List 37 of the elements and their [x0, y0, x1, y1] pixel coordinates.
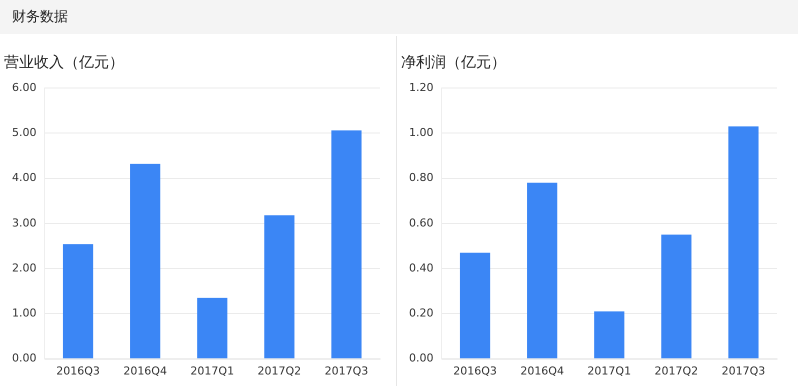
- bar: [661, 234, 692, 358]
- y-tick-label: 0.60: [408, 216, 434, 230]
- bar: [130, 164, 160, 358]
- bar: [197, 298, 228, 358]
- y-tick-label: 0.40: [408, 261, 434, 274]
- x-tick-label: 2016Q3: [56, 364, 100, 378]
- bar: [264, 215, 294, 358]
- chart-title: 营业收入（亿元）: [4, 52, 124, 71]
- x-tick-label: 2017Q2: [654, 364, 698, 378]
- y-tick-label: 1.20: [408, 80, 434, 94]
- x-tick-label: 2017Q3: [722, 364, 766, 378]
- y-tick-label: 1.00: [408, 126, 434, 139]
- y-tick-label: 1.00: [12, 306, 36, 320]
- bar: [594, 311, 624, 358]
- bar: [728, 126, 759, 358]
- chart-title: 净利润（亿元）: [401, 52, 506, 71]
- y-tick-label: 0.00: [12, 352, 36, 365]
- x-tick-label: 2017Q3: [324, 364, 368, 378]
- bar: [62, 244, 94, 358]
- text: 财务数据: [12, 9, 68, 25]
- y-tick-label: 0.00: [408, 352, 434, 365]
- x-tick-label: 2017Q2: [258, 364, 302, 378]
- y-tick-label: 4.00: [12, 171, 36, 184]
- y-tick-label: 5.00: [12, 126, 36, 139]
- bar: [527, 182, 558, 358]
- x-tick-label: 2017Q1: [587, 364, 632, 378]
- x-tick-label: 2016Q3: [453, 364, 497, 378]
- y-tick-label: 6.00: [12, 80, 36, 94]
- y-tick-label: 0.80: [408, 171, 434, 184]
- x-tick-label: 2016Q4: [123, 364, 167, 378]
- x-tick-label: 2017Q1: [190, 364, 234, 378]
- y-tick-label: 2.00: [12, 261, 36, 274]
- y-tick-label: 0.20: [408, 306, 434, 320]
- bar: [331, 130, 362, 358]
- y-tick-label: 3.00: [12, 216, 36, 230]
- x-tick-label: 2016Q4: [520, 364, 564, 378]
- bar: [460, 252, 490, 358]
